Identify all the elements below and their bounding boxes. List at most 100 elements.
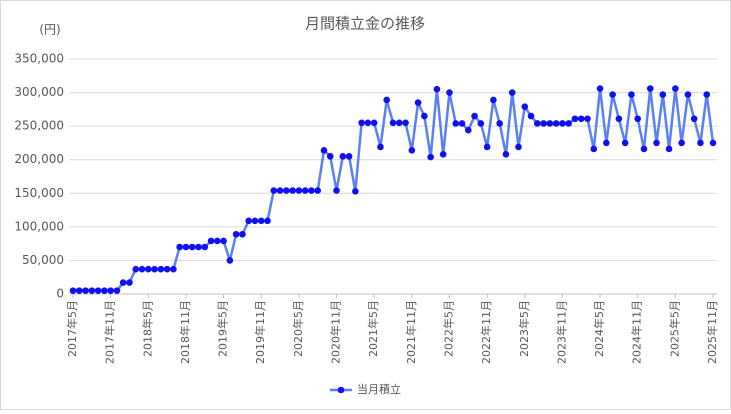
- data-point: [226, 257, 234, 264]
- data-point: [584, 115, 591, 123]
- data-point: [214, 237, 221, 245]
- data-point: [458, 120, 466, 127]
- data-point: [703, 91, 711, 98]
- data-point: [82, 287, 89, 294]
- data-point: [232, 230, 240, 238]
- data-point: [483, 143, 491, 151]
- data-point: [471, 112, 478, 120]
- x-tick-label: 2022年5月: [441, 300, 455, 357]
- data-point: [94, 287, 102, 294]
- data-point: [621, 139, 629, 147]
- data-point: [276, 187, 284, 194]
- data-point: [496, 120, 503, 127]
- y-tick-label: 150,000: [14, 186, 64, 200]
- data-point: [144, 265, 152, 273]
- data-point: [270, 187, 278, 194]
- data-point: [452, 120, 460, 127]
- data-point: [132, 265, 140, 273]
- data-point: [283, 187, 290, 194]
- x-tick-label: 2023年5月: [517, 300, 531, 357]
- legend-marker: [337, 386, 345, 394]
- data-point: [201, 243, 209, 251]
- y-tick-label: 200,000: [14, 152, 64, 166]
- data-point: [534, 120, 541, 127]
- x-tick-label: 2018年11月: [178, 300, 192, 364]
- data-point: [320, 147, 328, 154]
- data-point: [596, 85, 604, 92]
- data-point: [464, 126, 472, 134]
- data-point: [257, 217, 265, 225]
- data-point: [138, 265, 146, 273]
- data-point: [527, 112, 535, 120]
- data-point: [220, 237, 227, 245]
- y-axis-label: (円): [39, 23, 60, 37]
- x-tick-label: 2025年11月: [705, 300, 719, 364]
- x-tick-label: 2017年11月: [103, 300, 117, 364]
- data-point: [69, 287, 77, 294]
- data-point: [395, 119, 403, 127]
- data-point: [684, 91, 692, 98]
- x-tick-label: 2018年5月: [140, 300, 154, 357]
- y-tick-label: 350,000: [14, 52, 64, 66]
- data-point: [433, 85, 441, 93]
- data-point: [113, 287, 121, 294]
- data-point: [672, 85, 679, 92]
- data-point: [176, 243, 183, 251]
- data-point: [107, 287, 114, 294]
- data-point: [603, 139, 610, 147]
- data-point: [157, 265, 165, 273]
- y-tick-label: 50,000: [22, 253, 64, 267]
- data-point: [188, 243, 196, 251]
- data-point: [383, 96, 391, 104]
- data-point: [345, 153, 353, 160]
- x-tick-label: 2024年5月: [592, 300, 606, 357]
- x-tick-label: 2021年5月: [366, 300, 380, 357]
- y-tick-label: 300,000: [14, 85, 64, 99]
- data-point: [609, 91, 616, 98]
- data-point: [408, 147, 416, 154]
- data-point: [195, 243, 202, 251]
- data-point: [439, 151, 447, 158]
- data-point: [508, 89, 516, 96]
- data-point: [659, 91, 667, 98]
- y-tick-label: 100,000: [14, 219, 64, 233]
- data-point: [314, 187, 322, 194]
- x-tick-label: 2020年11月: [329, 300, 343, 364]
- data-point: [446, 89, 453, 96]
- data-point: [690, 115, 698, 123]
- data-point: [364, 119, 372, 127]
- data-point: [546, 120, 554, 127]
- data-point: [697, 139, 704, 147]
- chart-title: 月間積立金の推移: [305, 15, 425, 33]
- data-point: [75, 287, 83, 294]
- x-tick-label: 2019年5月: [216, 300, 230, 357]
- data-point: [565, 120, 572, 127]
- data-point: [163, 265, 171, 273]
- data-point: [540, 120, 547, 127]
- data-point: [339, 153, 347, 160]
- x-tick-label: 2025年5月: [667, 300, 681, 357]
- data-point: [352, 187, 359, 195]
- data-point: [571, 115, 579, 123]
- x-tick-label: 2022年11月: [479, 300, 493, 364]
- data-point: [414, 99, 422, 106]
- data-point: [709, 139, 717, 147]
- x-tick-label: 2024年11月: [630, 300, 644, 364]
- x-tick-label: 2017年5月: [65, 300, 79, 357]
- x-tick-label: 2021年11月: [404, 300, 418, 364]
- data-point: [377, 143, 384, 151]
- data-point: [634, 115, 642, 123]
- data-point: [640, 145, 648, 153]
- data-point: [502, 151, 510, 158]
- data-point: [521, 103, 529, 110]
- data-point: [126, 279, 133, 286]
- data-point: [477, 120, 485, 127]
- data-point: [251, 217, 259, 225]
- data-point: [370, 119, 378, 127]
- data-point: [170, 265, 177, 273]
- data-point: [515, 143, 522, 151]
- data-point: [577, 115, 585, 123]
- data-point: [301, 187, 309, 194]
